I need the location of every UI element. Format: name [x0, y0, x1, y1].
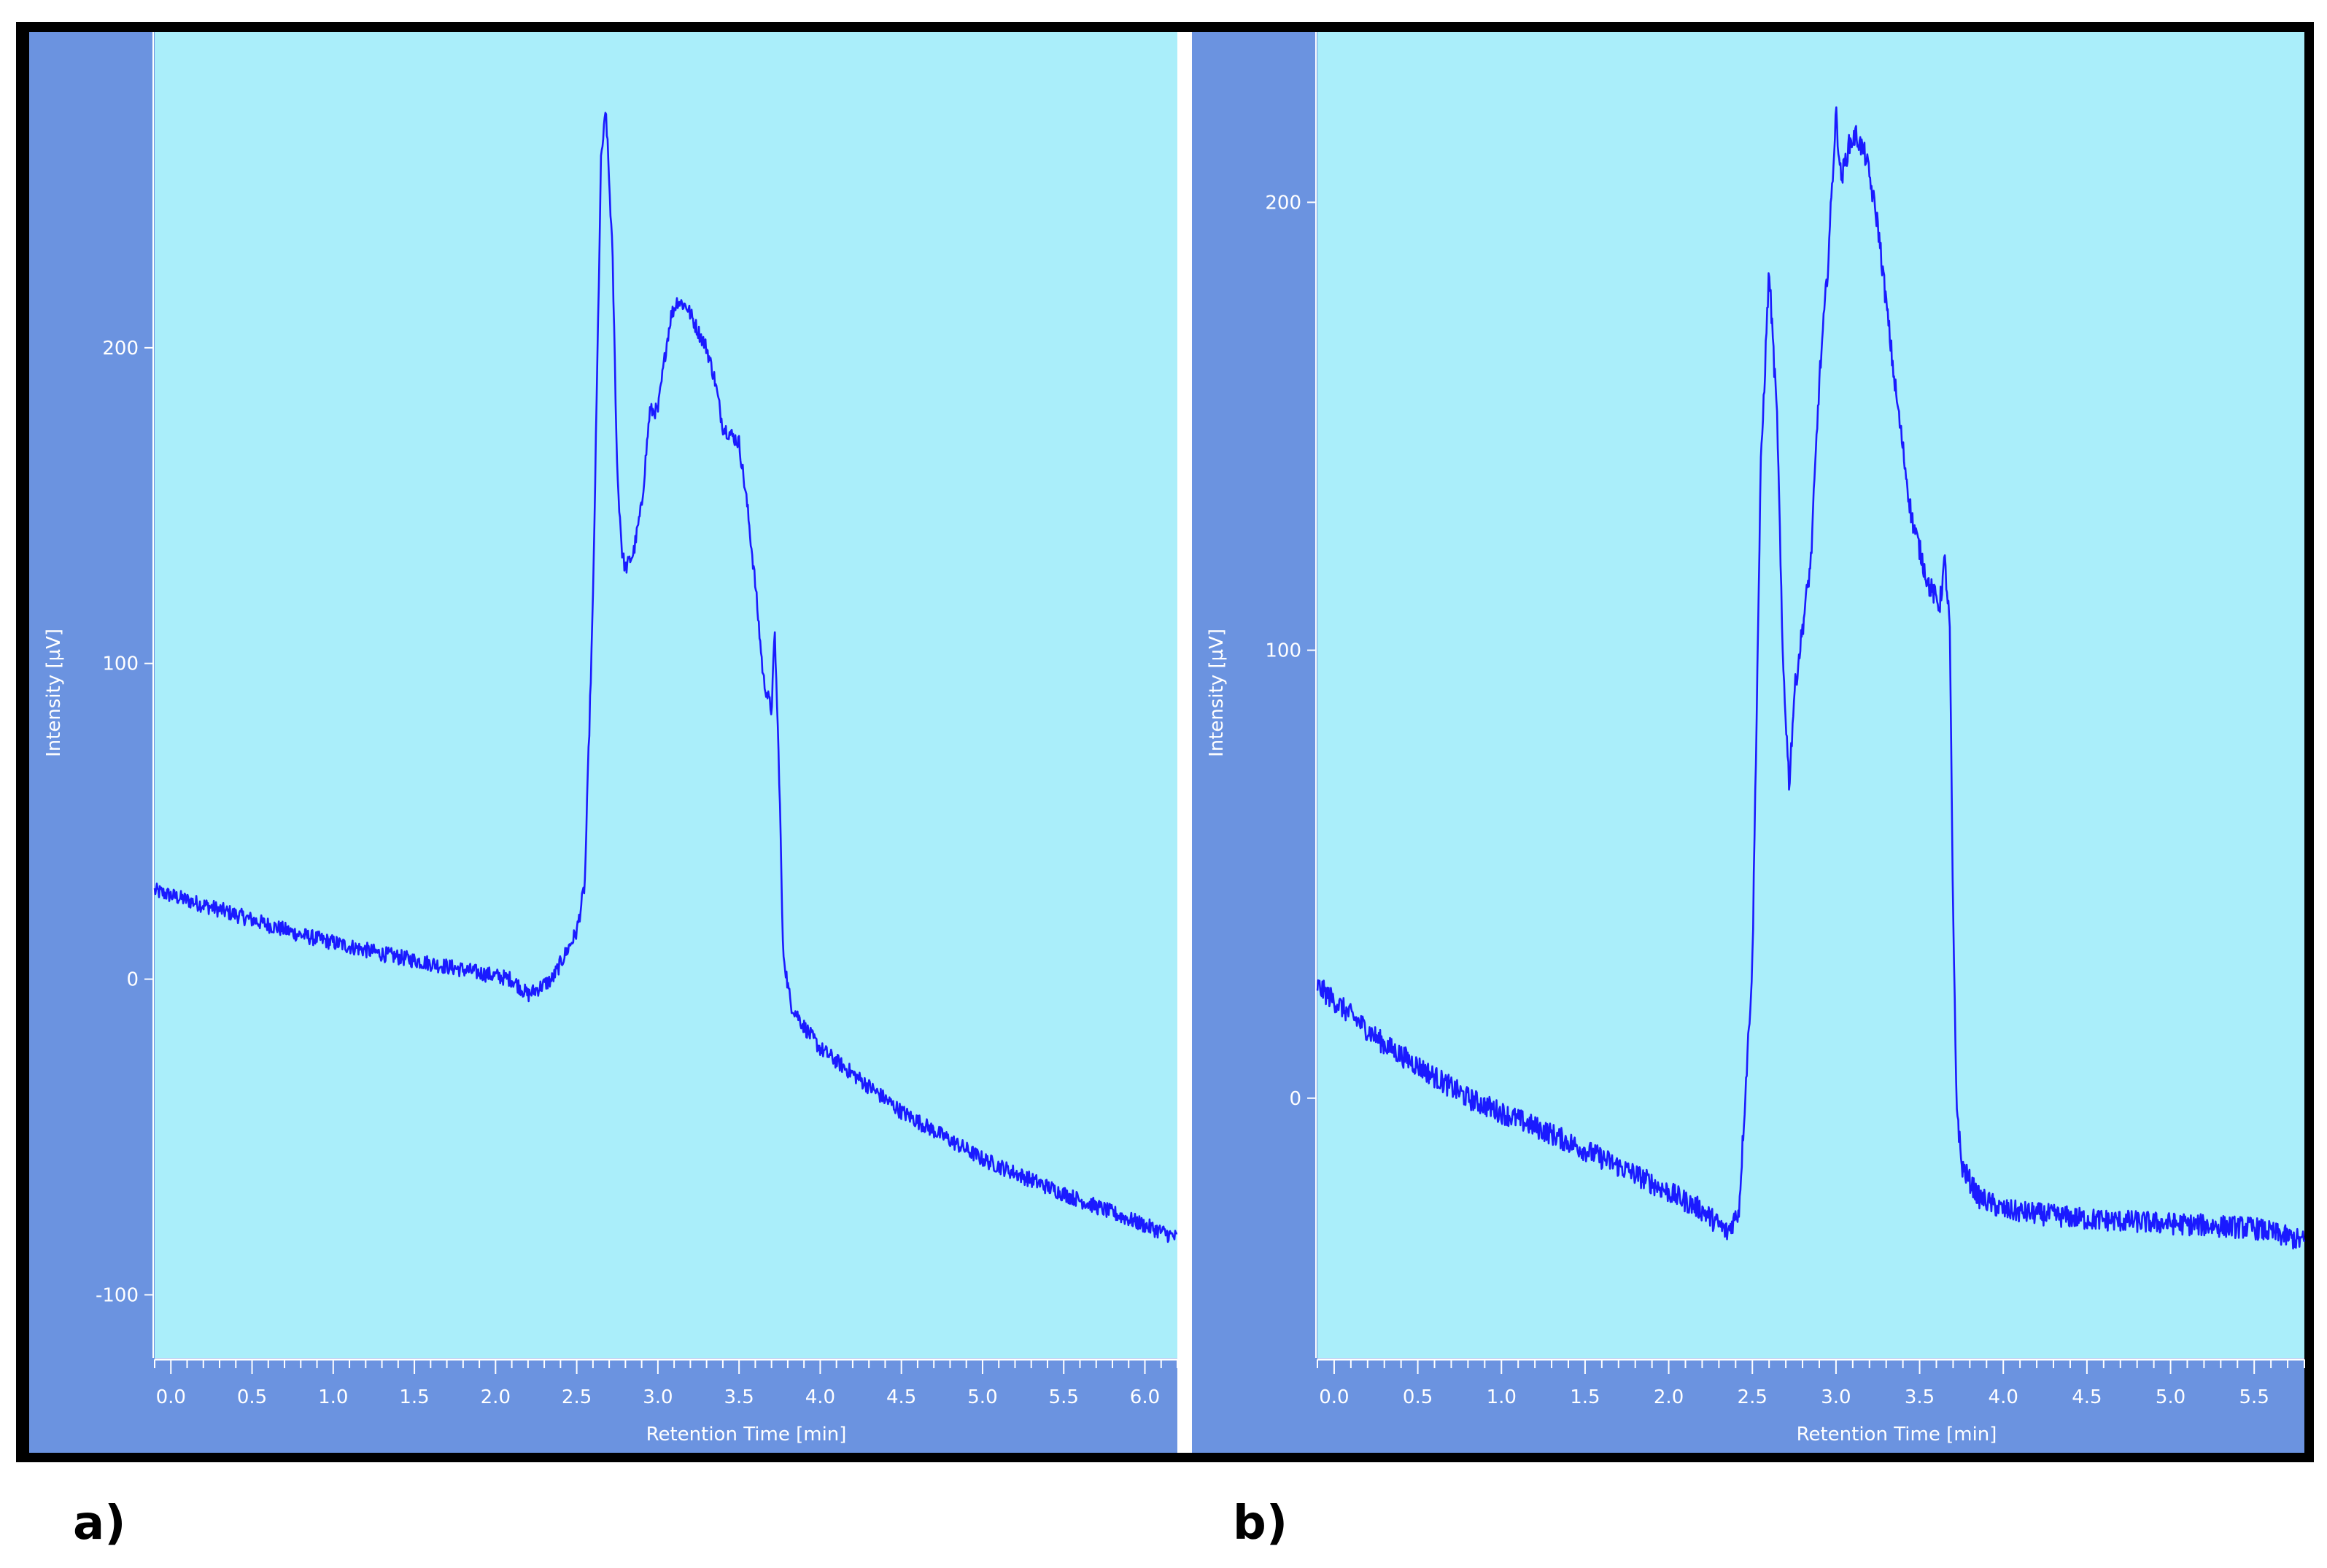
- x-tick-label: 2.0: [481, 1386, 511, 1408]
- panel-b-y-axis: 0 100 200: [1265, 32, 1317, 1358]
- y-tick-label: 0: [1289, 1088, 1301, 1110]
- panel-a: 0.0 0.5 1.0 1.5 2.0 2.5 3.0 3.5 4.0 4.5 5.0 5.5 6.0 …: [29, 32, 1178, 1453]
- x-tick-label: 1.5: [399, 1386, 429, 1408]
- panel-b-x-axis: 0.0 0.5 1.0 1.5 2.0 2.5 3.0 3.5 4.0 4.5 5.0 5.5: [1317, 1358, 2305, 1408]
- panel-a-x-axis-title: Retention Time [min]: [646, 1424, 847, 1445]
- x-tick-label: 4.0: [1989, 1386, 2018, 1408]
- x-tick-label: 2.5: [562, 1386, 592, 1408]
- x-tick-label: 0.5: [237, 1386, 267, 1408]
- y-tick-label: 100: [102, 653, 139, 675]
- panel-divider: [1177, 32, 1192, 1453]
- panel-a-trace: [153, 112, 1178, 1243]
- x-tick-label: 6.0: [1130, 1386, 1160, 1408]
- x-tick-label: 1.5: [1570, 1386, 1600, 1408]
- x-tick-label: 2.0: [1654, 1386, 1684, 1408]
- x-tick-label: 3.0: [643, 1386, 673, 1408]
- x-tick-label: 5.5: [2239, 1386, 2269, 1408]
- y-tick-label: 100: [1265, 640, 1301, 662]
- x-tick-label: 5.0: [2156, 1386, 2185, 1408]
- x-tick-label: 4.0: [805, 1386, 835, 1408]
- x-tick-label: 0.5: [1403, 1386, 1433, 1408]
- y-tick-label: 0: [126, 969, 139, 991]
- panel-a-y-axis: -100 0 100 200: [96, 32, 154, 1358]
- x-tick-label: 5.5: [1049, 1386, 1079, 1408]
- x-tick-label: 3.5: [1905, 1386, 1935, 1408]
- panel-b: 0.0 0.5 1.0 1.5 2.0 2.5 3.0 3.5 4.0 4.5 5.0 5.5 0 10…: [1192, 32, 2306, 1453]
- x-tick-label: 3.0: [1821, 1386, 1851, 1408]
- x-tick-label: 0.0: [1319, 1386, 1349, 1408]
- x-tick-label: 5.0: [967, 1386, 997, 1408]
- x-tick-label: 0.0: [156, 1386, 186, 1408]
- panel-a-x-axis: 0.0 0.5 1.0 1.5 2.0 2.5 3.0 3.5 4.0 4.5 5.0 5.5 6.0: [154, 1358, 1178, 1408]
- x-tick-label: 3.5: [724, 1386, 754, 1408]
- y-tick-label: 200: [102, 338, 139, 360]
- panel-label-a: a): [73, 1497, 125, 1550]
- panel-b-plot-area: [1317, 32, 2304, 1358]
- x-tick-label: 2.5: [1738, 1386, 1767, 1408]
- panel-b-x-axis-title: Retention Time [min]: [1797, 1424, 1997, 1445]
- panel-b-trace: [1316, 106, 2306, 1250]
- panel-a-y-axis-title: Intensity [µV]: [43, 629, 65, 757]
- x-tick-label: 1.0: [318, 1386, 348, 1408]
- y-tick-label: 200: [1265, 192, 1301, 214]
- x-tick-label: 1.0: [1487, 1386, 1517, 1408]
- panel-a-plot-area: [155, 32, 1177, 1358]
- panel-label-b: b): [1233, 1497, 1288, 1550]
- y-tick-label: -100: [96, 1284, 139, 1306]
- panel-b-y-axis-title: Intensity [µV]: [1206, 629, 1228, 757]
- x-tick-label: 4.5: [2072, 1386, 2102, 1408]
- x-tick-label: 4.5: [886, 1386, 916, 1408]
